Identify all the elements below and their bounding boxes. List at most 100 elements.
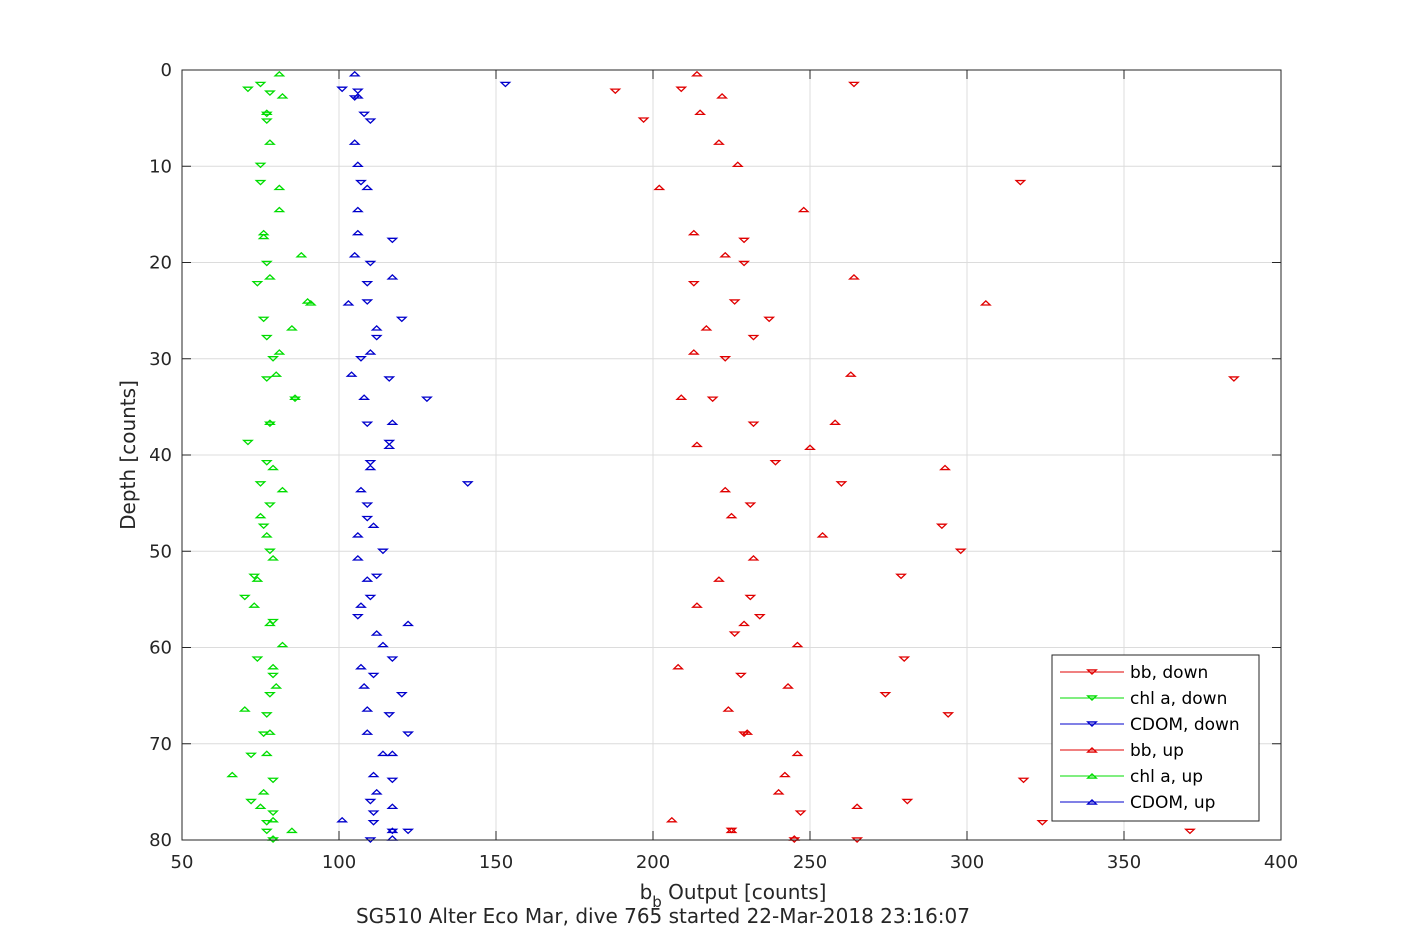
data-point: [791, 641, 804, 648]
data-point: [364, 464, 377, 471]
data-point: [361, 502, 374, 508]
data-point: [370, 334, 383, 341]
data-point: [370, 325, 383, 331]
data-point: [361, 576, 374, 582]
data-point: [361, 706, 374, 712]
data-point: [386, 273, 399, 280]
data-point: [791, 750, 804, 757]
x-tick-label: 350: [1107, 852, 1141, 873]
data-point: [254, 481, 267, 487]
data-point: [383, 712, 396, 718]
data-point: [691, 441, 703, 448]
data-point: [763, 316, 776, 323]
data-point: [355, 356, 367, 362]
data-point: [267, 356, 279, 362]
data-point: [263, 691, 276, 698]
data-point: [713, 139, 725, 145]
data-point: [260, 819, 273, 826]
data-point: [370, 573, 383, 580]
data-point: [245, 752, 258, 759]
data-point: [461, 481, 474, 487]
data-point: [744, 502, 757, 508]
x-tick-label: 50: [171, 852, 194, 873]
legend-label: bb, down: [1130, 663, 1208, 683]
x-tick-label: 400: [1264, 852, 1298, 873]
data-point: [1014, 179, 1027, 186]
legend-marker: [1086, 695, 1098, 701]
y-tick-label: 10: [149, 156, 172, 177]
data-point: [336, 816, 349, 823]
data-point: [377, 548, 389, 555]
data-point: [713, 576, 725, 582]
data-point: [386, 827, 399, 834]
data-point: [257, 233, 270, 240]
data-point: [753, 614, 766, 620]
data-point: [364, 349, 377, 355]
data-point: [285, 827, 298, 834]
legend: bb, down chl a, down CDOM, down bb, up chl a…: [1051, 654, 1260, 822]
data-point: [254, 179, 267, 186]
data-point: [1017, 777, 1030, 784]
data-point: [741, 729, 754, 735]
data-point: [386, 419, 399, 425]
data-point: [653, 184, 666, 191]
data-point: [364, 460, 377, 466]
data-point: [386, 656, 399, 662]
y-tick-label: 60: [149, 638, 172, 659]
data-point: [248, 602, 261, 608]
data-point: [609, 88, 622, 95]
data-point: [734, 672, 747, 679]
data-point: [238, 706, 251, 712]
data-point: [719, 356, 732, 362]
data-point: [769, 460, 782, 466]
data-point: [725, 512, 738, 519]
data-point: [276, 641, 289, 648]
data-point: [848, 81, 860, 88]
data-points: [226, 70, 1240, 843]
data-point: [637, 117, 650, 123]
data-point: [273, 206, 286, 213]
data-point: [263, 273, 276, 280]
legend-marker: [1086, 773, 1098, 779]
data-point: [499, 81, 512, 88]
data-point: [895, 573, 907, 580]
data-point: [370, 788, 383, 795]
data-point: [848, 273, 860, 280]
y-axis-label: Depth [counts]: [116, 380, 140, 530]
x-tick-label: 100: [322, 852, 356, 873]
data-point: [263, 502, 276, 508]
data-point: [386, 237, 399, 244]
data-point: [383, 439, 396, 446]
data-point: [251, 576, 264, 582]
data-point: [358, 394, 371, 400]
data-point: [260, 750, 273, 757]
data-point: [829, 419, 842, 425]
data-point: [267, 816, 279, 823]
data-point: [351, 531, 364, 538]
legend-label: chl a, up: [1130, 767, 1203, 787]
data-point: [367, 810, 380, 816]
legend-marker: [1086, 721, 1098, 727]
data-point: [851, 803, 864, 810]
data-point: [747, 555, 760, 561]
data-point: [386, 750, 399, 757]
data-point: [260, 334, 273, 341]
data-point: [351, 88, 364, 95]
y-tick-label: 80: [149, 830, 172, 851]
legend-label: chl a, down: [1130, 689, 1227, 709]
data-point: [260, 260, 273, 267]
data-point: [361, 280, 374, 287]
data-point: [700, 325, 713, 331]
data-point: [939, 464, 951, 471]
data-point: [263, 620, 276, 627]
data-point: [276, 93, 289, 99]
data-point: [285, 325, 298, 331]
data-point: [386, 803, 399, 810]
data-point: [716, 93, 729, 99]
data-point: [706, 396, 719, 403]
data-point: [273, 184, 286, 191]
data-point: [797, 206, 810, 213]
data-point: [226, 771, 239, 778]
data-point: [747, 421, 760, 428]
data-point: [351, 614, 364, 620]
